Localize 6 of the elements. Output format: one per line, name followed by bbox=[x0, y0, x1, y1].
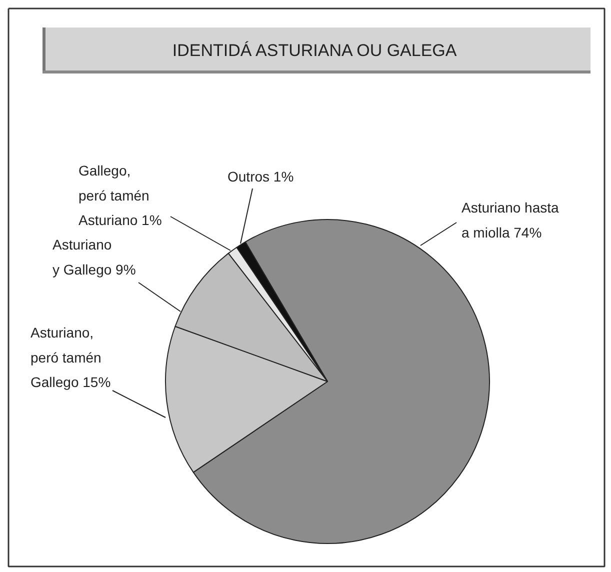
slice-label: Gallego, peró tamén Asturiano 1% bbox=[78, 162, 162, 228]
slice-label: Asturiano hasta a miolla 74% bbox=[462, 200, 559, 240]
slice-label: Asturiano, peró tamén Gallego 15% bbox=[30, 324, 111, 390]
chart-title: IDENTIDÁ ASTURIANA OU GALEGA bbox=[172, 41, 458, 60]
slice-label: Asturiano y Gallego 9% bbox=[52, 236, 136, 278]
slice-label: Outros 1% bbox=[228, 168, 294, 184]
